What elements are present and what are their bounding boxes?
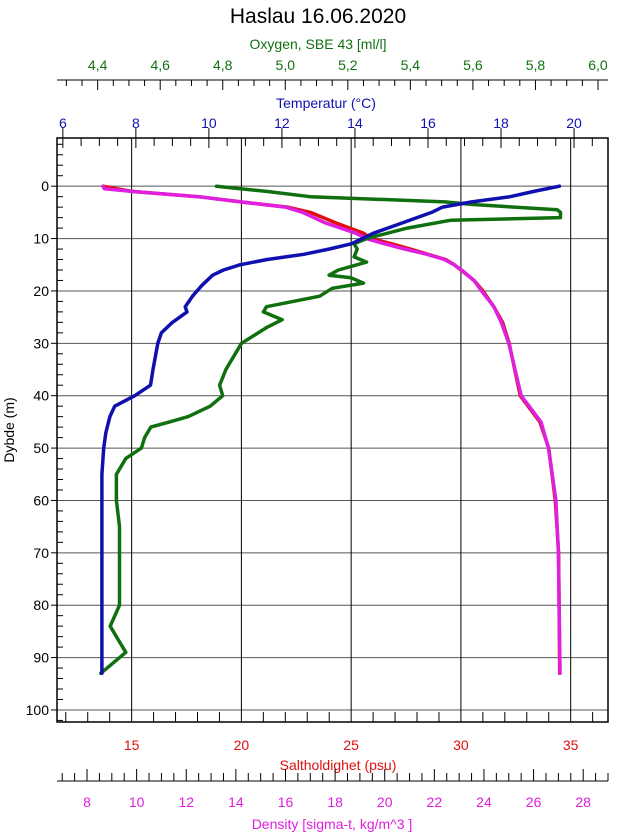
oxygen-tick-label: 4,6 xyxy=(150,57,170,73)
temperature-tick-label: 12 xyxy=(274,115,290,131)
salinity-profile-line xyxy=(101,184,562,676)
oxygen-tick-label: 5,6 xyxy=(463,57,483,73)
density-tick-label: 22 xyxy=(427,794,443,810)
temperature-profile-line xyxy=(100,184,562,676)
salinity-tick-label: 20 xyxy=(234,737,250,753)
grid xyxy=(57,138,608,722)
oxygen-profile-line xyxy=(99,184,563,676)
axes: 0 10 20 30 40 50 60 70 80 90 100 4,4 4,6 4,8 5,0 5,2 5,4… xyxy=(26,57,609,810)
depth-tick-label: 30 xyxy=(33,335,49,351)
oxygen-tick-label: 5,8 xyxy=(526,57,546,73)
density-tick-label: 10 xyxy=(129,794,145,810)
temperature-tick-label: 10 xyxy=(201,115,217,131)
depth-tick-label: 20 xyxy=(33,283,49,299)
temperature-tick-label: 18 xyxy=(493,115,509,131)
oxygen-tick-label: 5,2 xyxy=(338,57,358,73)
temperature-tick-label: 20 xyxy=(566,115,582,131)
density-tick-label: 12 xyxy=(178,794,194,810)
oxygen-axis-label: Oxygen, SBE 43 [ml/l] xyxy=(250,36,387,52)
oxygen-tick-label: 5,4 xyxy=(401,57,421,73)
temperature-tick-label: 6 xyxy=(59,115,67,131)
density-tick-label: 18 xyxy=(327,794,343,810)
plot-frame xyxy=(56,137,609,723)
depth-tick-label: 70 xyxy=(33,545,49,561)
depth-axis-label: Dybde (m) xyxy=(1,397,17,462)
chart-title: Haslau 16.06.2020 xyxy=(230,5,406,28)
temperature-tick-label: 16 xyxy=(420,115,436,131)
temperature-tick-label: 8 xyxy=(132,115,140,131)
depth-tick-label: 80 xyxy=(33,597,49,613)
depth-tick-label: 10 xyxy=(33,231,49,247)
density-tick-label: 28 xyxy=(575,794,591,810)
density-profile-line xyxy=(101,184,562,676)
oxygen-tick-label: 4,8 xyxy=(213,57,233,73)
density-tick-label: 16 xyxy=(278,794,294,810)
oxygen-tick-label: 4,4 xyxy=(88,57,108,73)
oxygen-tick-label: 6,0 xyxy=(588,57,608,73)
density-tick-label: 20 xyxy=(377,794,393,810)
salinity-tick-label: 25 xyxy=(343,737,359,753)
depth-tick-label: 40 xyxy=(33,388,49,404)
density-tick-label: 26 xyxy=(526,794,542,810)
series-group xyxy=(99,184,563,676)
depth-tick-label: 0 xyxy=(41,178,49,194)
salinity-axis-label: Saltholdighet (psu) xyxy=(280,757,397,773)
density-axis-label: Density [sigma-t, kg/m^3 ] xyxy=(252,816,413,832)
salinity-tick-label: 15 xyxy=(124,737,140,753)
depth-tick-label: 60 xyxy=(33,492,49,508)
depth-tick-label: 90 xyxy=(33,650,49,666)
depth-tick-label: 100 xyxy=(26,702,50,718)
density-tick-label: 14 xyxy=(228,794,244,810)
depth-tick-label: 50 xyxy=(33,440,49,456)
density-tick-label: 8 xyxy=(83,794,91,810)
temperature-axis-label: Temperatur (°C) xyxy=(276,95,376,111)
oxygen-tick-label: 5,0 xyxy=(276,57,296,73)
salinity-tick-label: 35 xyxy=(563,737,579,753)
salinity-tick-label: 30 xyxy=(453,737,469,753)
temperature-tick-label: 14 xyxy=(347,115,363,131)
density-tick-label: 24 xyxy=(476,794,492,810)
